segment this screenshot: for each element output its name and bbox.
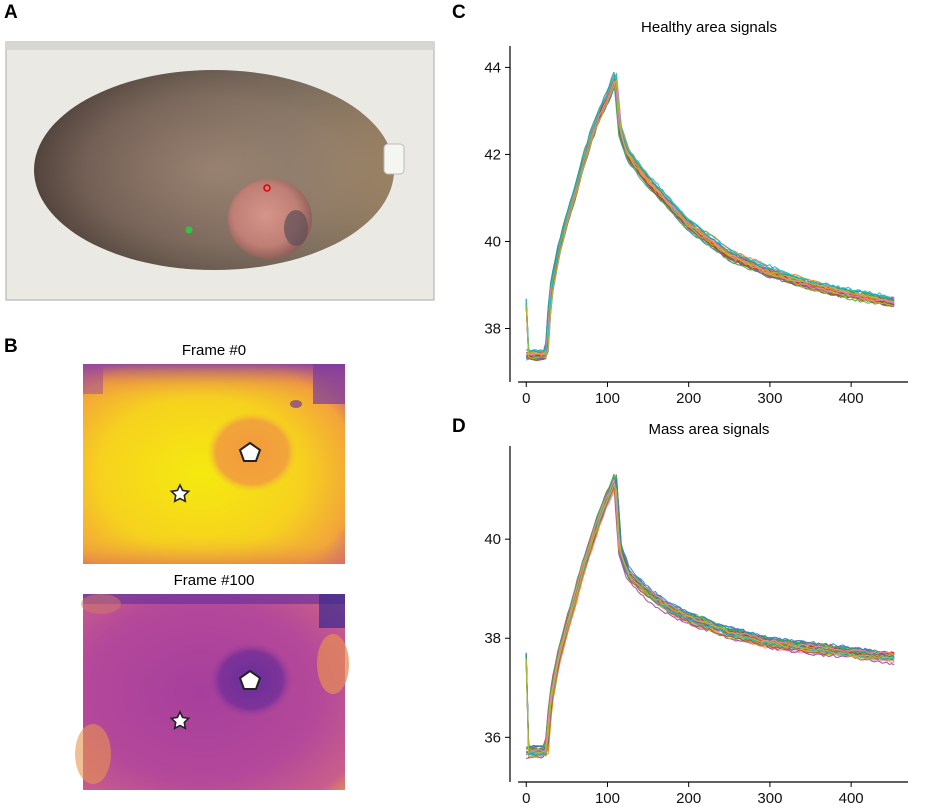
y-tick-label: 38: [484, 630, 501, 647]
x-tick-label: 200: [676, 390, 701, 407]
series-line: [525, 475, 895, 752]
series-line: [525, 483, 895, 756]
series-line: [525, 473, 895, 749]
series-line: [526, 78, 895, 359]
series-line: [525, 480, 895, 753]
series-group: [525, 473, 895, 760]
frame100-title: Frame #100: [173, 572, 255, 589]
tape-marker: [383, 143, 405, 175]
series-line: [525, 79, 895, 358]
series-line: [526, 80, 895, 361]
panel-label-d: D: [452, 416, 466, 437]
x-tick-label: 100: [595, 390, 620, 407]
chart-title: Healthy area signals: [641, 19, 777, 36]
series-line: [526, 480, 895, 754]
series-line: [525, 82, 895, 362]
series-line: [526, 77, 895, 357]
series-line: [525, 74, 895, 353]
series-line: [525, 474, 895, 751]
y-tick-label: 42: [484, 146, 501, 163]
series-line: [526, 80, 895, 360]
y-tick-label: 36: [484, 729, 501, 746]
series-line: [526, 76, 895, 355]
series-line: [526, 78, 895, 359]
healthy-marker-green: [185, 226, 193, 234]
x-tick-label: 0: [522, 390, 530, 407]
x-tick-label: 400: [839, 390, 864, 407]
series-line: [525, 477, 895, 751]
y-tick-label: 40: [484, 233, 501, 250]
series-line: [525, 479, 895, 757]
series-line: [525, 74, 895, 356]
series-line: [525, 481, 895, 753]
panel-label-b: B: [4, 336, 18, 357]
series-line: [525, 78, 895, 358]
x-tick-label: 100: [595, 790, 620, 807]
x-tick-label: 300: [757, 390, 782, 407]
mass-pentagon-marker: [238, 441, 262, 462]
chart-healthy-signals: Healthy area signals 38 40 42 44 0 100 200 300 40…: [484, 19, 908, 407]
y-tick-label: 38: [484, 320, 501, 337]
series-line: [525, 79, 895, 359]
x-tick-label: 200: [676, 790, 701, 807]
healthy-star-marker: [169, 483, 191, 503]
series-line: [525, 474, 895, 749]
series-line: [525, 482, 895, 754]
thermal-frame-0: [83, 364, 345, 564]
series-line: [525, 478, 895, 749]
series-line: [525, 76, 895, 356]
y-tick-label: 44: [484, 59, 501, 76]
series-line: [526, 479, 895, 753]
series-line: [525, 81, 895, 358]
series-line: [525, 80, 895, 360]
photo-panel: [5, 41, 435, 301]
series-line: [525, 482, 895, 755]
series-line: [525, 72, 895, 355]
series-line: [525, 73, 895, 353]
thermal-frame-100: [75, 594, 349, 790]
series-line: [525, 81, 895, 361]
series-line: [526, 79, 895, 356]
series-line: [526, 74, 895, 357]
series-line: [525, 77, 895, 355]
series-line: [526, 480, 895, 753]
series-line: [525, 77, 895, 358]
chart-title: Mass area signals: [649, 421, 770, 438]
series-line: [526, 77, 895, 355]
frame0-title: Frame #0: [181, 342, 247, 359]
y-tick-label: 40: [484, 531, 501, 548]
series-group: [525, 71, 895, 362]
series-line: [525, 474, 895, 752]
series-line: [525, 83, 895, 361]
series-line: [526, 73, 895, 354]
mass-marker-red: [263, 184, 271, 192]
series-line: [525, 481, 895, 755]
healthy-star-marker-100: [169, 710, 191, 730]
panel-label-c: C: [452, 2, 466, 23]
series-line: [526, 479, 895, 755]
x-tick-label: 400: [839, 790, 864, 807]
series-line: [525, 479, 895, 752]
panel-label-a: A: [4, 2, 18, 23]
series-line: [526, 71, 895, 352]
series-line: [526, 482, 895, 754]
series-line: [525, 478, 895, 754]
series-line: [525, 75, 895, 354]
series-line: [525, 79, 895, 358]
series-line: [525, 478, 895, 751]
series-line: [525, 481, 895, 754]
series-line: [525, 79, 895, 359]
mass-pentagon-marker-100: [238, 669, 262, 690]
series-line: [525, 79, 895, 360]
x-tick-label: 300: [757, 790, 782, 807]
x-tick-label: 0: [522, 790, 530, 807]
